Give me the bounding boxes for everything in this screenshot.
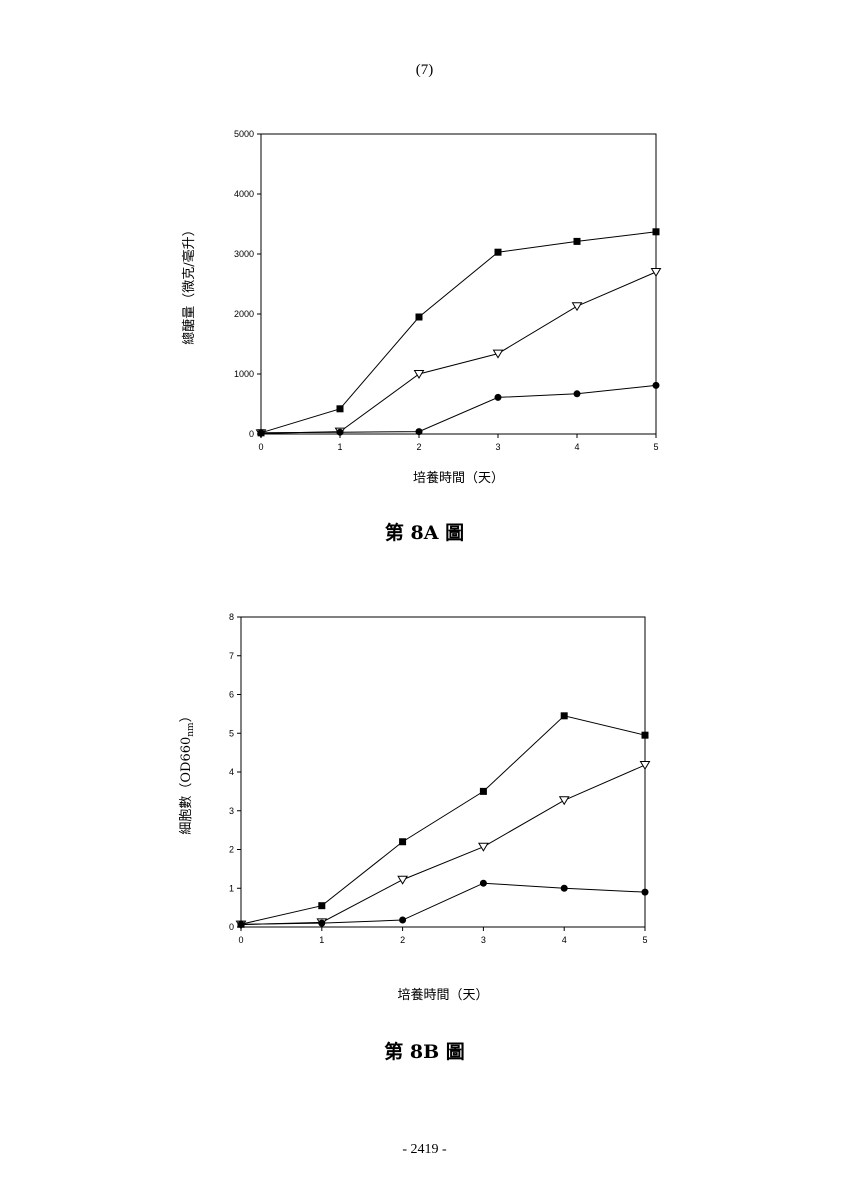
x-tick-label: 5 (642, 935, 647, 945)
x-tick-label: 0 (238, 935, 243, 945)
y-tick-label: 3000 (234, 249, 254, 259)
x-tick-label: 5 (653, 442, 658, 452)
y-tick-label: 3 (229, 806, 234, 816)
series-line-2 (260, 271, 657, 434)
x-tick-label: 3 (481, 935, 486, 945)
y-tick-label: 0 (249, 429, 254, 439)
page-header-number: (7) (415, 62, 434, 78)
circle-marker (415, 428, 423, 436)
square-marker (652, 228, 660, 236)
triangle-marker (558, 796, 570, 806)
y-tick-label: 7 (229, 651, 234, 661)
square-marker (399, 838, 407, 846)
circle-marker (479, 879, 487, 887)
square-marker (479, 787, 487, 795)
x-tick-label: 4 (574, 442, 579, 452)
x-tick-label: 1 (337, 442, 342, 452)
square-marker (560, 712, 568, 720)
chart-8b-series (235, 712, 651, 930)
circle-marker (399, 916, 407, 924)
chart-8a-axes: 0 1 2 3 4 5 0 1000 2000 3000 4000 5000 (234, 129, 659, 452)
y-tick-label: 0 (229, 922, 234, 932)
x-tick-label: 2 (416, 442, 421, 452)
triangle-marker (413, 370, 425, 379)
series-line-1 (260, 231, 657, 434)
chart-8b-y-axis-label-end: ） (179, 709, 194, 722)
chart-8a-y-axis-label: 總醣量（微克/毫升） (181, 223, 197, 344)
circle-marker (318, 919, 326, 927)
triangle-marker (478, 842, 489, 852)
series-line-2 (240, 764, 646, 926)
square-marker (415, 313, 423, 321)
square-marker (318, 902, 326, 910)
chart-8b-y-axis-label-main: 細胞數（OD660 (179, 737, 194, 835)
series-line-3 (260, 384, 657, 434)
circle-marker (237, 920, 245, 928)
chart-8b-plot-frame (240, 616, 646, 928)
circle-marker (573, 390, 581, 398)
chart-8a-series (255, 228, 662, 439)
chart-8b-y-axis-label-subscript: nm (186, 722, 196, 737)
y-tick-label: 4000 (234, 189, 254, 199)
y-tick-label: 6 (229, 690, 234, 700)
y-tick-label: 5000 (234, 129, 254, 139)
x-tick-label: 0 (258, 442, 263, 452)
circle-marker (336, 428, 344, 436)
y-tick-label: 1 (229, 883, 234, 893)
chart-8a-plot-frame (260, 133, 657, 435)
triangle-marker (492, 349, 504, 359)
triangle-marker (650, 268, 662, 277)
figure-8b-caption: 第 8B 圖 (384, 1041, 465, 1063)
y-tick-label: 8 (229, 612, 234, 622)
circle-marker (560, 884, 568, 892)
chart-8b-x-axis-label: 培養時間（天） (397, 987, 488, 1003)
x-tick-label: 2 (400, 935, 405, 945)
y-tick-label: 4 (229, 767, 234, 777)
y-tick-label: 2 (229, 845, 234, 855)
square-marker (494, 248, 502, 256)
circle-marker (257, 429, 265, 437)
square-marker (641, 731, 649, 739)
circle-marker (641, 888, 649, 896)
figure-8a-caption: 第 8A 圖 (384, 522, 465, 544)
series-line-1 (240, 715, 646, 925)
circle-marker (652, 381, 660, 389)
x-tick-label: 4 (562, 935, 567, 945)
x-tick-label: 3 (495, 442, 500, 452)
circle-marker (494, 393, 502, 401)
chart-8a-x-axis-label: 培養時間（天） (413, 470, 504, 486)
x-tick-label: 1 (319, 935, 324, 945)
chart-8a: 0 1 2 3 4 5 0 1000 2000 3000 4000 5000 培養時間（天） 總醣量（… (181, 129, 662, 486)
y-tick-label: 1000 (234, 369, 254, 379)
chart-8b-y-axis-label: 細胞數（OD660nm） (179, 709, 196, 834)
y-tick-label: 5 (229, 728, 234, 738)
chart-8b: 0 1 2 3 4 5 0 1 2 3 4 5 6 7 8 培養時間（天） 細胞數（OD660nm） (179, 612, 651, 1003)
chart-8b-axes: 0 1 2 3 4 5 0 1 2 3 4 5 6 7 8 (229, 612, 648, 945)
triangle-marker (639, 761, 651, 770)
square-marker (573, 237, 581, 245)
y-tick-label: 2000 (234, 309, 254, 319)
triangle-marker (571, 302, 583, 312)
series-line-3 (240, 882, 646, 925)
triangle-marker (397, 875, 408, 885)
page-footer-number: - 2419 - (402, 1142, 447, 1157)
square-marker (336, 405, 344, 413)
